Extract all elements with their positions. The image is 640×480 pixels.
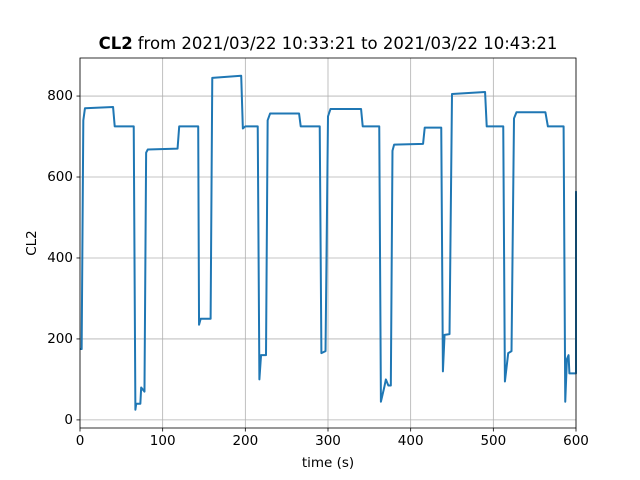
- chart-title: CL2 from 2021/03/22 10:33:21 to 2021/03/2…: [99, 34, 558, 53]
- x-tick-label: 500: [480, 433, 506, 449]
- y-axis-label: CL2: [24, 230, 40, 256]
- y-tick-label: 200: [47, 331, 73, 347]
- data-line: [80, 74, 577, 411]
- y-tick-label: 0: [64, 412, 73, 428]
- y-tick-label: 800: [47, 88, 73, 104]
- x-tick-label: 100: [150, 433, 176, 449]
- x-axis-label: time (s): [302, 455, 354, 471]
- x-tick-label: 600: [563, 433, 589, 449]
- x-tick-label: 200: [232, 433, 258, 449]
- title-bold: CL2: [99, 34, 133, 53]
- x-tick-label: 0: [76, 433, 85, 449]
- x-tick-label: 300: [315, 433, 341, 449]
- y-tick-label: 400: [47, 250, 73, 266]
- x-tick-label: 400: [398, 433, 424, 449]
- y-tick-label: 600: [47, 169, 73, 185]
- plot-frame: [79, 57, 577, 429]
- title-text: from 2021/03/22 10:33:21 to 2021/03/22 1…: [138, 34, 558, 53]
